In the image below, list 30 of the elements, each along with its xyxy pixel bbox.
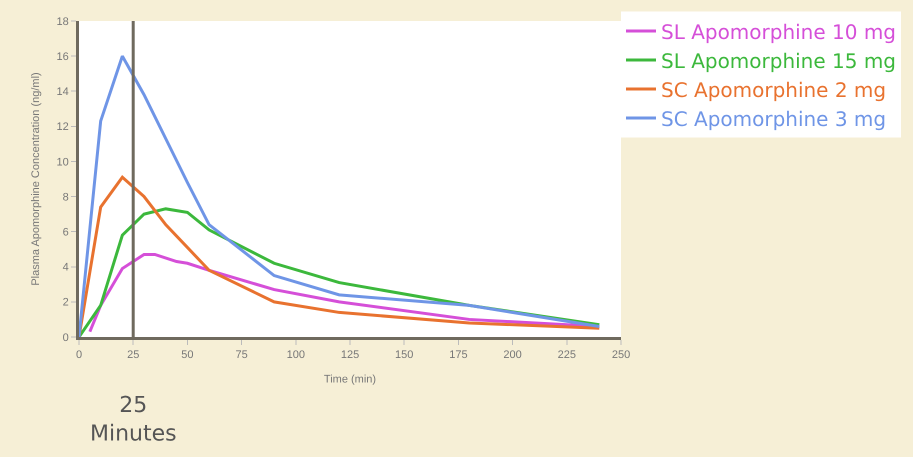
- x-tick-label: 150: [395, 349, 414, 362]
- x-tick-label: 25: [127, 349, 140, 362]
- y-tick-label: 6: [62, 226, 69, 239]
- y-tick-label: 4: [62, 262, 69, 274]
- y-tick-label: 14: [56, 86, 69, 98]
- legend-label: SL Apomorphine 15 mg: [661, 48, 896, 73]
- ref-line-label: 25 Minutes: [90, 393, 177, 447]
- x-axis-title: Time (min): [324, 373, 376, 386]
- x-tick-label: 50: [181, 349, 194, 362]
- legend-label: SC Apomorphine 2 mg: [661, 78, 886, 102]
- y-tick-label: 2: [62, 296, 69, 309]
- line-series: [79, 176, 601, 337]
- y-axis-title: Plasma Apomorphine Concentration (ng/ml): [30, 72, 42, 286]
- x-tick-label: 75: [235, 349, 248, 362]
- y-tick-label: 12: [56, 121, 69, 134]
- x-tick-label: 100: [286, 349, 305, 362]
- x-tick-label: 200: [503, 349, 522, 362]
- x-tick-label: 0: [76, 349, 82, 362]
- legend-label: SC Apomorphine 3 mg: [661, 106, 886, 131]
- y-tick-label: 10: [56, 156, 69, 168]
- y-tick-label: 8: [62, 191, 69, 204]
- x-tick-label: 125: [340, 349, 360, 362]
- y-tick-label: 18: [56, 16, 69, 28]
- x-tick-label: 225: [558, 349, 576, 362]
- line-series: [79, 54, 601, 337]
- x-tick-label: 250: [612, 349, 630, 362]
- x-tick-label: 175: [449, 349, 468, 362]
- y-tick-label: 16: [56, 50, 69, 63]
- y-tick-label: 0: [62, 332, 69, 344]
- legend-label: SL Apomorphine 10 mg: [661, 20, 896, 44]
